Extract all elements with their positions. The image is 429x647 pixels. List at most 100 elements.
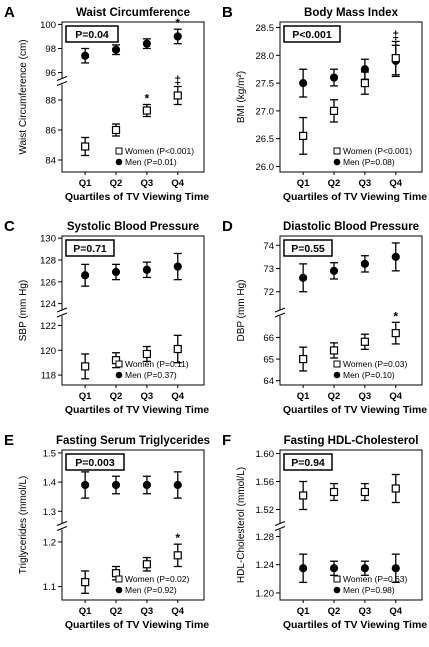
pvalue-box — [283, 453, 333, 471]
men-point — [329, 564, 339, 573]
chart-panel-f: F Fasting HDL-Cholesterol 1.52 1.56 1.60 1.20… — [222, 432, 427, 631]
chart-panel-d: D Diastolic Blood Pressure 72 73 74 64 65 66 Q1 Q… — [222, 218, 427, 416]
y-axis-title: Waist Circumference (cm) — [18, 39, 29, 154]
axis-break-mark — [274, 312, 286, 318]
x-axis-title: Quartiles of TV Viewing Time — [65, 191, 209, 203]
chart-title: Fasting Serum Triglycerides — [56, 435, 210, 447]
y-tick-label: 118 — [41, 371, 56, 382]
pvalue-text: P=0.003 — [75, 457, 115, 469]
chart-title: Systolic Blood Pressure — [67, 221, 199, 233]
x-tick-label: Q3 — [359, 178, 372, 189]
axis-break-gap — [57, 310, 67, 316]
axis-break-mark — [274, 521, 286, 526]
women-point — [391, 484, 400, 493]
y-tick-label: 122 — [40, 321, 56, 332]
pvalue-box — [283, 25, 341, 43]
panel-letter: C — [4, 218, 15, 235]
plot-frame — [61, 21, 205, 173]
x-tick-label: Q4 — [389, 606, 402, 617]
x-tick-label: Q3 — [141, 391, 154, 402]
y-tick-label: 98 — [45, 44, 56, 55]
women-point — [299, 491, 308, 500]
pvalue-text: P=0.71 — [73, 243, 107, 255]
axis-break-gap — [275, 310, 285, 316]
pvalue-box — [283, 239, 333, 257]
y-tick-label: 73 — [263, 264, 274, 275]
x-tick-label: Q4 — [171, 178, 184, 189]
y-tick-label: 1.4 — [43, 478, 56, 489]
women-point — [329, 346, 339, 355]
x-tick-label: Q1 — [79, 391, 92, 402]
y-axis-title: DBP (mm Hg) — [236, 279, 247, 341]
y-tick-label: 126 — [40, 277, 56, 288]
x-tick-label: Q1 — [297, 606, 310, 617]
y-tick-label: 26.0 — [256, 162, 275, 173]
panel-letter: A — [4, 4, 15, 21]
y-tick-label: 128 — [40, 256, 56, 267]
men-point — [173, 480, 182, 490]
y-tick-label: 27.5 — [256, 79, 275, 90]
axis-break-mark — [56, 312, 68, 318]
axis-break-gap — [275, 523, 285, 530]
chart-title: Body Mass Index — [304, 7, 399, 19]
x-tick-label: Q2 — [328, 606, 341, 617]
pvalue-text: P=0.04 — [75, 29, 109, 41]
women-point — [142, 349, 151, 359]
y-tick-label: 84 — [45, 156, 56, 167]
y-axis-title: HDL-Cholesterol (mmol/L) — [236, 467, 247, 583]
women-point — [173, 551, 182, 560]
x-tick-label: Q2 — [110, 391, 123, 402]
legend-women-marker — [115, 575, 123, 583]
legend-women-marker — [115, 360, 123, 368]
pvalue-box — [65, 239, 115, 257]
men-point — [299, 273, 308, 282]
x-tick-label: Q2 — [110, 178, 123, 189]
significance-marker: ‡ — [174, 74, 181, 88]
men-point — [142, 265, 151, 274]
legend-men-marker — [333, 158, 341, 166]
x-tick-label: Q1 — [79, 178, 92, 189]
y-tick-label: 1.3 — [43, 507, 56, 518]
y-tick-label: 1.52 — [256, 505, 275, 516]
x-axis-title: Quartiles of TV Viewing Time — [283, 404, 427, 416]
y-tick-label: 1.20 — [256, 588, 275, 599]
legend-men-marker — [115, 586, 123, 594]
women-point — [360, 337, 369, 346]
x-axis-title: Quartiles of TV Viewing Time — [283, 191, 427, 203]
y-tick-label: 96 — [45, 68, 56, 79]
pvalue-box — [65, 453, 125, 471]
significance-marker: * — [175, 16, 180, 30]
pvalue-box — [65, 25, 119, 43]
axis-break-gap — [57, 78, 67, 85]
significance-marker: * — [145, 92, 150, 106]
axis-break-mark — [274, 307, 286, 313]
x-tick-label: Q4 — [171, 606, 184, 617]
x-tick-label: Q1 — [297, 178, 310, 189]
men-point — [81, 271, 90, 280]
legend-men-label: Men (P=0.37) — [125, 370, 177, 380]
chart-title: Fasting HDL-Cholesterol — [284, 435, 419, 447]
y-tick-label: 100 — [40, 20, 56, 31]
women-point — [391, 329, 400, 338]
legend-women-label: Women (P=0.02) — [125, 574, 190, 584]
significance-marker: ‡ — [392, 28, 399, 42]
x-tick-label: Q1 — [79, 606, 92, 617]
axis-break-mark — [56, 307, 68, 313]
women-point — [81, 362, 90, 371]
men-point — [391, 564, 400, 573]
legend-men-marker — [333, 371, 341, 379]
women-point — [81, 142, 90, 151]
y-tick-label: 1.1 — [43, 582, 56, 593]
y-tick-label: 1.56 — [256, 477, 275, 488]
legend-women-label: Women (P<0.001) — [343, 146, 412, 156]
x-tick-label: Q2 — [328, 391, 341, 402]
legend-men-marker — [115, 371, 123, 379]
men-point — [111, 267, 121, 277]
axis-break-mark — [56, 526, 68, 531]
y-tick-label: 1.2 — [43, 537, 56, 548]
x-tick-label: Q1 — [297, 391, 310, 402]
legend-women-marker — [115, 147, 123, 155]
y-tick-label: 74 — [263, 241, 274, 252]
y-axis-title: SBP (mm Hg) — [18, 280, 29, 342]
